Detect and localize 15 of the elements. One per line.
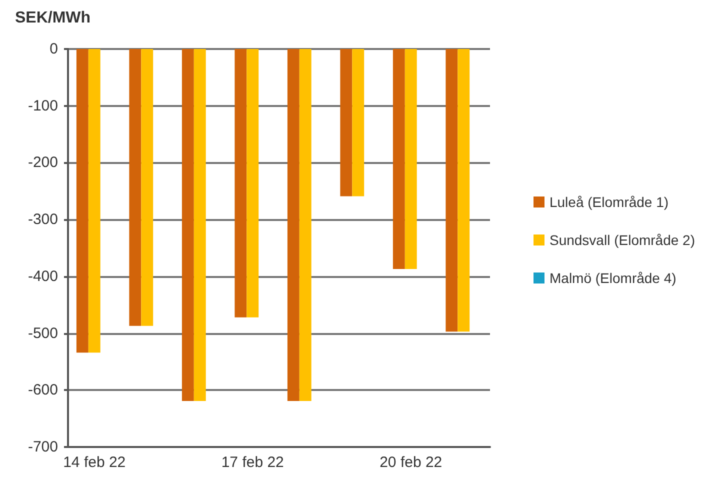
- y-tick-label: -600: [28, 382, 58, 399]
- legend-label: Malmö (Elområde 4): [549, 270, 676, 286]
- x-tick-label: 20 feb 22: [380, 454, 442, 471]
- y-tick-label: -500: [28, 324, 58, 342]
- legend-label: Luleå (Elområde 1): [549, 194, 669, 210]
- legend-label: Sundsvall (Elområde 2): [549, 232, 696, 248]
- x-tick-label: 17 feb 22: [221, 454, 284, 471]
- y-axis-title: SEK/MWh: [15, 10, 91, 26]
- y-tick-label: -300: [28, 211, 58, 228]
- y-tick-label: 0: [50, 40, 58, 58]
- x-tick-label: 14 feb 22: [63, 454, 126, 471]
- y-tick-label: -100: [28, 97, 58, 114]
- y-tick-label: -200: [28, 154, 58, 172]
- y-tick-label: -700: [28, 438, 58, 456]
- y-tick-label: -400: [28, 268, 58, 285]
